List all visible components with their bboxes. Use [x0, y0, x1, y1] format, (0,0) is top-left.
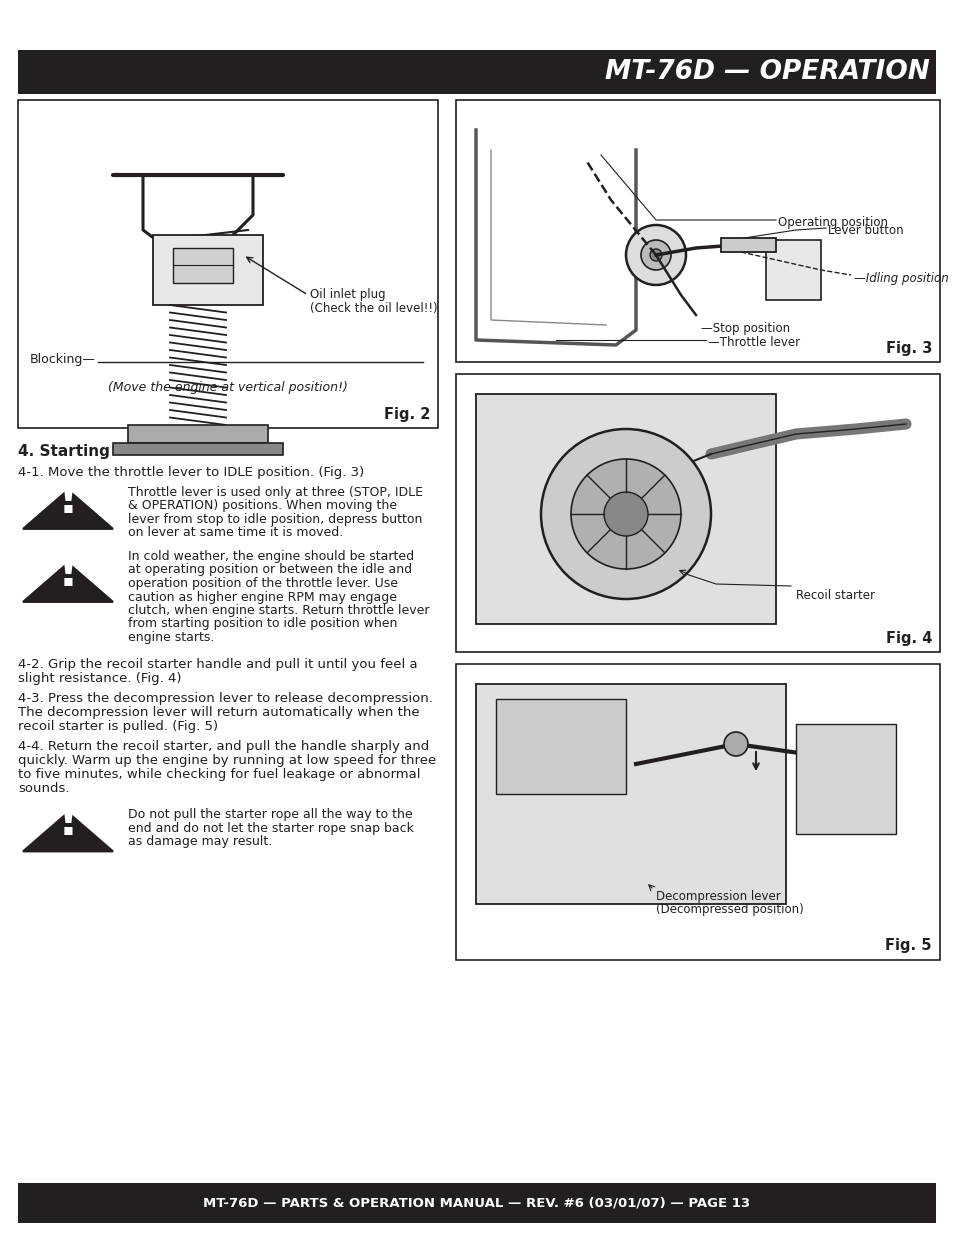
Text: operation position of the throttle lever. Use: operation position of the throttle lever… [128, 577, 397, 590]
Text: Fig. 4: Fig. 4 [884, 631, 931, 646]
Text: MT-76D — PARTS & OPERATION MANUAL — REV. #6 (03/01/07) — PAGE 13: MT-76D — PARTS & OPERATION MANUAL — REV.… [203, 1197, 750, 1209]
Bar [18, 1183, 935, 1223]
Text: Do not pull the starter rope all the way to the: Do not pull the starter rope all the way… [128, 809, 413, 821]
Circle shape [649, 249, 661, 261]
Circle shape [780, 256, 807, 284]
Bar [456, 374, 939, 652]
Bar [765, 240, 821, 300]
Text: Fig. 5: Fig. 5 [884, 939, 931, 953]
Text: 4-3. Press the decompression lever to release decompression.: 4-3. Press the decompression lever to re… [18, 693, 433, 705]
Text: as damage may result.: as damage may result. [128, 836, 272, 848]
Text: 4-4. Return the recoil starter, and pull the handle sharply and: 4-4. Return the recoil starter, and pull… [18, 741, 429, 753]
Circle shape [640, 240, 670, 270]
Text: on lever at same time it is moved.: on lever at same time it is moved. [128, 526, 343, 540]
Text: 4-2. Grip the recoil starter handle and pull it until you feel a: 4-2. Grip the recoil starter handle and … [18, 658, 417, 672]
Bar [128, 425, 268, 443]
Text: In cold weather, the engine should be started: In cold weather, the engine should be st… [128, 550, 414, 563]
Bar [18, 100, 437, 429]
Text: !: ! [57, 551, 78, 597]
Circle shape [571, 459, 680, 569]
Bar [476, 394, 775, 624]
Bar [720, 238, 775, 252]
Text: clutch, when engine starts. Return throttle lever: clutch, when engine starts. Return throt… [128, 604, 429, 618]
Text: & OPERATION) positions. When moving the: & OPERATION) positions. When moving the [128, 499, 396, 513]
Circle shape [723, 732, 747, 756]
Polygon shape [23, 490, 112, 529]
Polygon shape [23, 563, 112, 601]
Bar [795, 724, 895, 834]
Text: The decompression lever will return automatically when the: The decompression lever will return auto… [18, 706, 419, 720]
Text: —Idling position: —Idling position [853, 272, 947, 285]
Text: Recoil starter: Recoil starter [795, 589, 874, 601]
Text: lever from stop to idle position, depress button: lever from stop to idle position, depres… [128, 513, 422, 526]
Text: Lever button: Lever button [827, 224, 902, 237]
Polygon shape [23, 813, 112, 851]
Bar [152, 235, 263, 305]
Text: from starting position to idle position when: from starting position to idle position … [128, 618, 397, 631]
Text: to five minutes, while checking for fuel leakage or abnormal: to five minutes, while checking for fuel… [18, 768, 420, 782]
Text: 4-1. Move the throttle lever to IDLE position. (Fig. 3): 4-1. Move the throttle lever to IDLE pos… [18, 466, 364, 479]
Text: slight resistance. (Fig. 4): slight resistance. (Fig. 4) [18, 673, 181, 685]
Circle shape [603, 492, 647, 536]
Circle shape [625, 225, 685, 285]
Text: caution as higher engine RPM may engage: caution as higher engine RPM may engage [128, 590, 396, 604]
Text: Oil inlet plug: Oil inlet plug [310, 288, 385, 301]
Text: MT-76D — OPERATION: MT-76D — OPERATION [604, 59, 929, 85]
Text: —Stop position: —Stop position [700, 322, 789, 335]
Text: end and do not let the starter rope snap back: end and do not let the starter rope snap… [128, 823, 414, 835]
Text: !: ! [57, 478, 78, 522]
Text: Blocking—: Blocking— [30, 353, 95, 367]
Text: recoil starter is pulled. (Fig. 5): recoil starter is pulled. (Fig. 5) [18, 720, 218, 734]
Bar [18, 49, 935, 94]
Text: !: ! [57, 800, 78, 846]
Text: (Move the engine at vertical position!): (Move the engine at vertical position!) [108, 382, 348, 394]
Text: 4. Starting: 4. Starting [18, 445, 110, 459]
Text: engine starts.: engine starts. [128, 631, 214, 643]
Text: quickly. Warm up the engine by running at low speed for three: quickly. Warm up the engine by running a… [18, 755, 436, 767]
Bar [456, 664, 939, 960]
Text: Fig. 3: Fig. 3 [884, 341, 931, 356]
Bar [496, 699, 625, 794]
Text: (Check the oil level!!): (Check the oil level!!) [310, 303, 437, 315]
Text: Throttle lever is used only at three (STOP, IDLE: Throttle lever is used only at three (ST… [128, 487, 422, 499]
Text: at operating position or between the idle and: at operating position or between the idl… [128, 563, 412, 577]
Bar [476, 684, 785, 904]
Text: —Throttle lever: —Throttle lever [707, 336, 800, 350]
Circle shape [540, 429, 710, 599]
Text: sounds.: sounds. [18, 783, 70, 795]
Text: Operating position: Operating position [778, 216, 887, 228]
Bar [112, 443, 283, 454]
Text: Decompression lever: Decompression lever [656, 890, 780, 903]
Text: (Decompressed position): (Decompressed position) [656, 903, 803, 916]
Bar [456, 100, 939, 362]
Text: Fig. 2: Fig. 2 [383, 406, 430, 421]
Bar [172, 248, 233, 283]
